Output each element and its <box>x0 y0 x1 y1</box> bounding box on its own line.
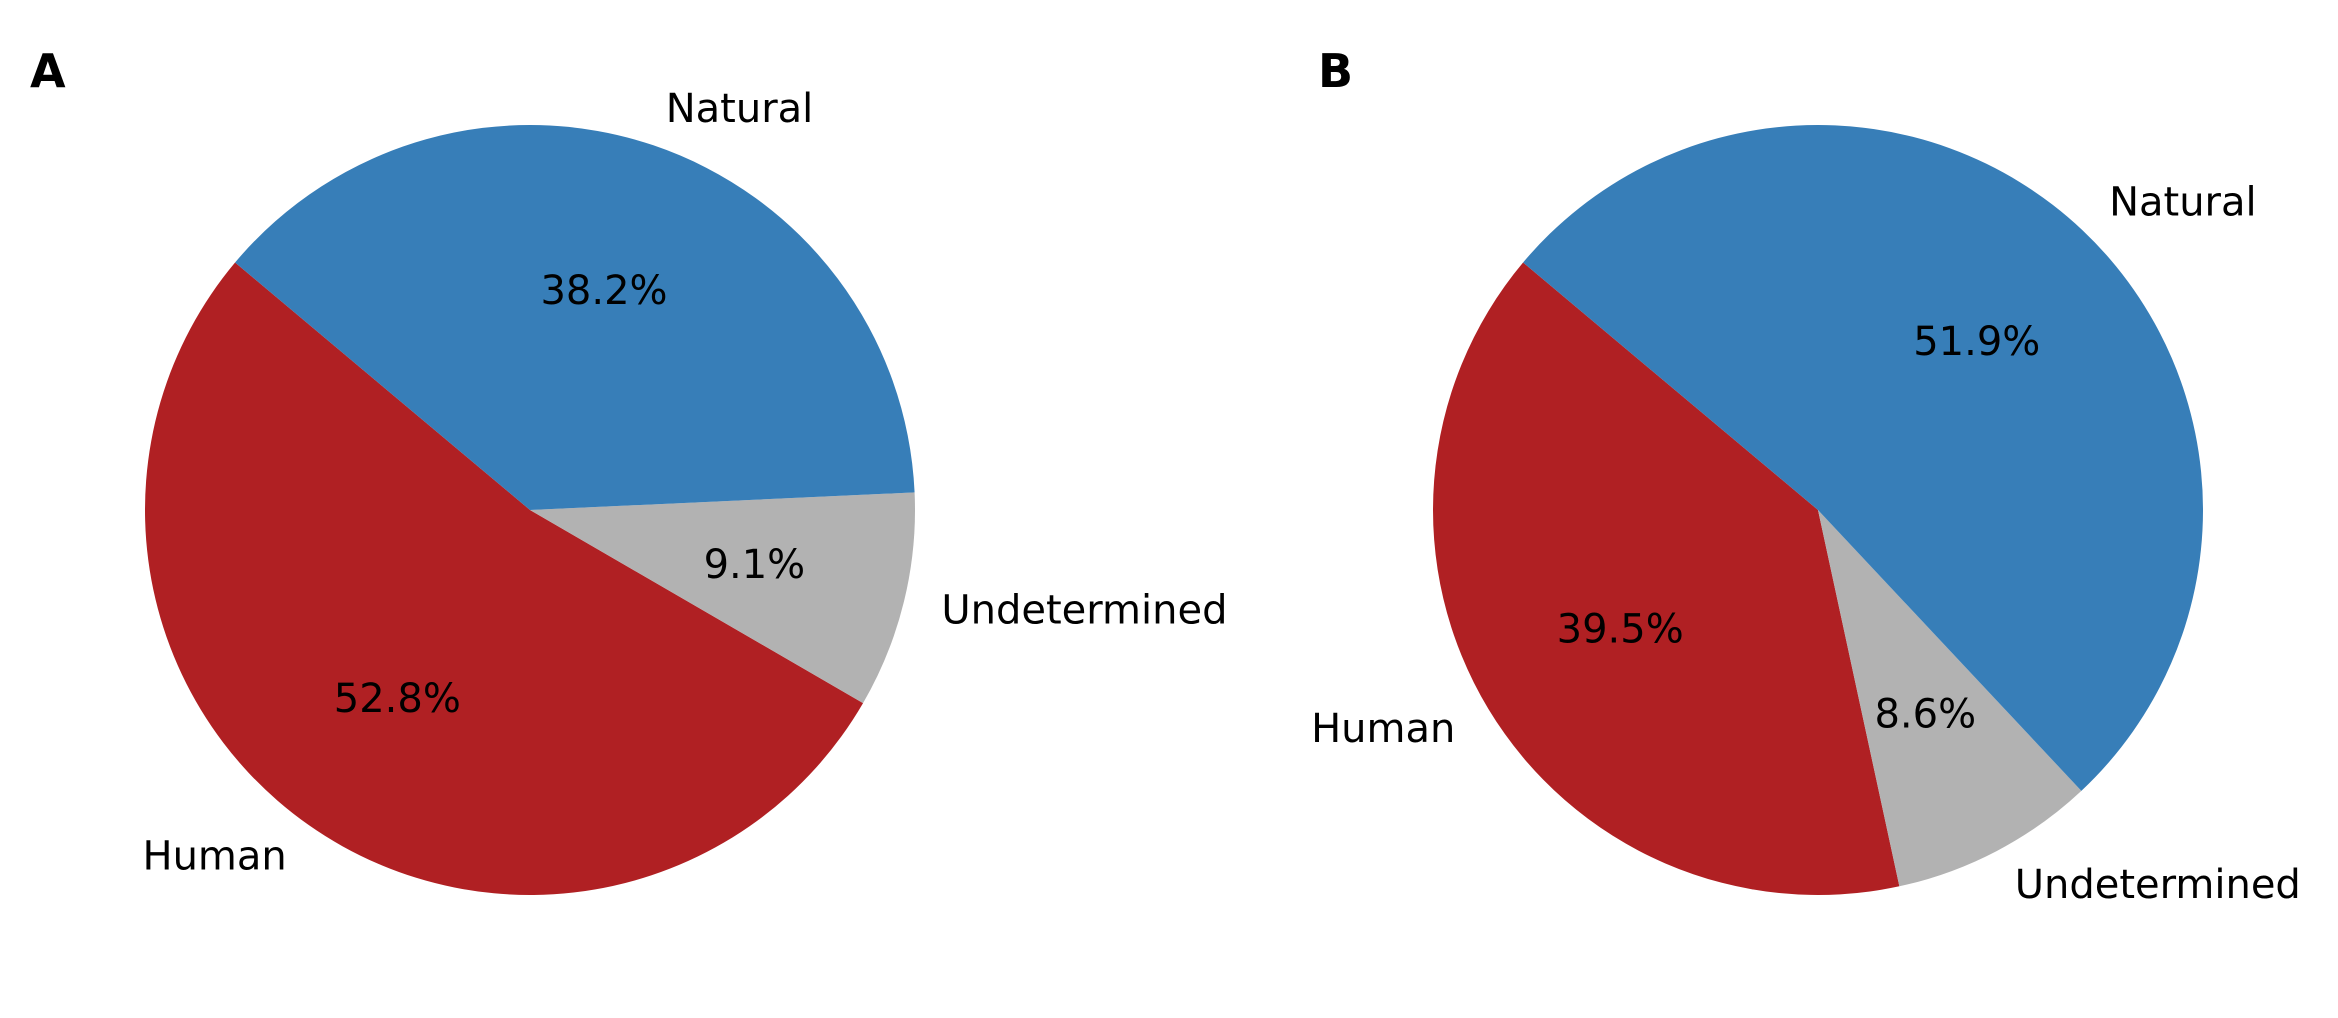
pie-pct-label-natural: 38.2% <box>540 268 667 314</box>
pie-category-label-undetermined: Undetermined <box>2015 862 2301 908</box>
pie-category-label-natural: Natural <box>666 86 814 132</box>
pie-labels-b: 39.5% Human 8.6% Undetermined 51.9% Natural <box>1311 179 2301 908</box>
pie-category-label-natural: Natural <box>2109 179 2257 225</box>
panel-letter-a: A <box>30 44 66 98</box>
pie-pct-label-undetermined: 9.1% <box>704 542 806 588</box>
pie-slice-natural <box>235 125 915 510</box>
pie-panel-a: A 52.8% Human 9.1% Undetermined 38.2% Natural <box>30 44 1227 896</box>
pie-labels-a: 52.8% Human 9.1% Undetermined 38.2% Natural <box>142 86 1227 880</box>
pie-panel-b: B 39.5% Human 8.6% Undetermined 51.9% Natural <box>1311 44 2301 908</box>
pie-pct-label-human: 52.8% <box>334 676 461 722</box>
pie-slice-undetermined <box>530 492 915 704</box>
pie-slices-b <box>1433 125 2203 896</box>
pie-slice-undetermined <box>1818 510 2082 887</box>
pie-category-label-human: Human <box>1311 706 1455 752</box>
pie-pct-label-human: 39.5% <box>1557 606 1684 652</box>
pie-pct-label-natural: 51.9% <box>1913 319 2040 365</box>
pie-slice-human <box>144 262 864 896</box>
pie-category-label-undetermined: Undetermined <box>941 588 1227 634</box>
pie-slice-human <box>1433 262 1900 896</box>
pie-category-label-human: Human <box>142 834 286 880</box>
pie-pct-label-undetermined: 8.6% <box>1874 692 1976 738</box>
pie-slices-a <box>144 125 915 896</box>
pie-slice-natural <box>1523 125 2203 791</box>
panel-letter-b: B <box>1318 44 1353 98</box>
